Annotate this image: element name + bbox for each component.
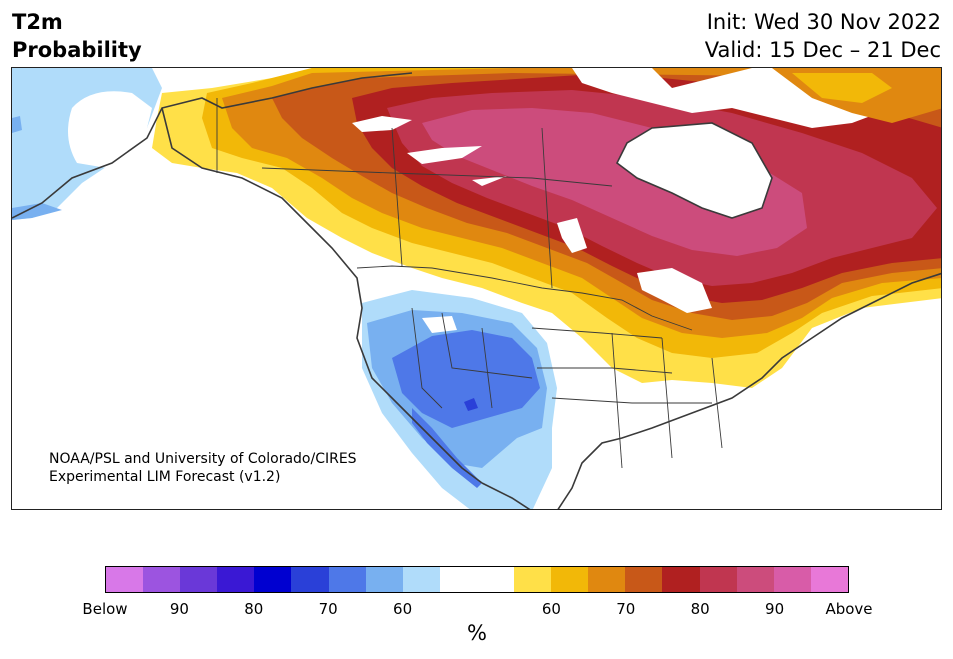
- above-90: [422, 108, 807, 256]
- colorbar-segment: [773, 567, 811, 592]
- sw-below-70: [392, 330, 540, 428]
- probability-map: [11, 67, 942, 510]
- colorbar-segment: [588, 567, 626, 592]
- baja-peninsula: [412, 408, 482, 488]
- sw-white-patch: [422, 316, 457, 333]
- legend-tick-label: 90: [169, 600, 189, 618]
- colorbar-segment: [217, 567, 255, 592]
- colorbar-segment: [180, 567, 218, 592]
- colorbar-segment: [736, 567, 774, 592]
- great-lake-b: [407, 146, 482, 164]
- great-lake-a: [352, 116, 412, 132]
- date-info: Init: Wed 30 Nov 2022 Valid: 15 Dec – 21…: [705, 8, 941, 64]
- title-variable: T2m: [12, 10, 63, 34]
- legend-tick-label: 60: [541, 600, 561, 618]
- greenland-inner: [792, 73, 892, 103]
- legend-tick-label: Below: [82, 600, 128, 618]
- colorbar-segment: [625, 567, 663, 592]
- colorbar-segment: [439, 567, 477, 592]
- valid-range: Valid: 15 Dec – 21 Dec: [704, 38, 941, 62]
- colorbar-segment: [476, 567, 515, 592]
- colorbar-segment: [662, 567, 700, 592]
- colorbar-segment: [291, 567, 329, 592]
- legend-tick-label: Above: [825, 600, 873, 618]
- alaska-coast-blue: [12, 203, 62, 220]
- init-date: Init: Wed 30 Nov 2022: [706, 10, 941, 34]
- colorbar-segment: [514, 567, 552, 592]
- legend-tick-label: 70: [616, 600, 636, 618]
- great-lake-c: [472, 176, 507, 186]
- credit-text: NOAA/PSL and University of Colorado/CIRE…: [49, 450, 357, 486]
- great-lake-d: [557, 218, 587, 253]
- legend-tick-label: 80: [690, 600, 710, 618]
- colorbar-segment: [551, 567, 589, 592]
- coastlines: [12, 72, 941, 509]
- title-quantity: Probability: [12, 38, 142, 62]
- legend-tick-label: 80: [244, 600, 264, 618]
- legend-tick-label: 70: [318, 600, 338, 618]
- credit-line-2: Experimental LIM Forecast (v1.2): [49, 469, 281, 485]
- map-title: T2m Probability: [12, 8, 142, 64]
- political-borders: [216, 98, 723, 469]
- colorbar-segment: [365, 567, 403, 592]
- colorbar-segment: [402, 567, 440, 592]
- hudson-bay: [617, 123, 772, 218]
- legend-tick-label: 60: [393, 600, 413, 618]
- colorbar-segment: [254, 567, 292, 592]
- colorbar-segment: [106, 567, 144, 592]
- sw-below-80: [464, 398, 478, 411]
- colorbar-segment: [143, 567, 181, 592]
- colorbar-segment: [810, 567, 848, 592]
- great-lakes-east: [637, 268, 712, 313]
- legend-unit: %: [467, 621, 487, 645]
- alaska-white-area: [68, 91, 152, 168]
- legend-colorbar: [105, 566, 849, 593]
- legend-tick-label: 90: [765, 600, 785, 618]
- colorbar-segment: [699, 567, 737, 592]
- colorbar-segment: [328, 567, 366, 592]
- credit-line-1: NOAA/PSL and University of Colorado/CIRE…: [49, 451, 357, 467]
- north-america-map-svg: [12, 68, 941, 509]
- aleutian-blue: [12, 116, 22, 133]
